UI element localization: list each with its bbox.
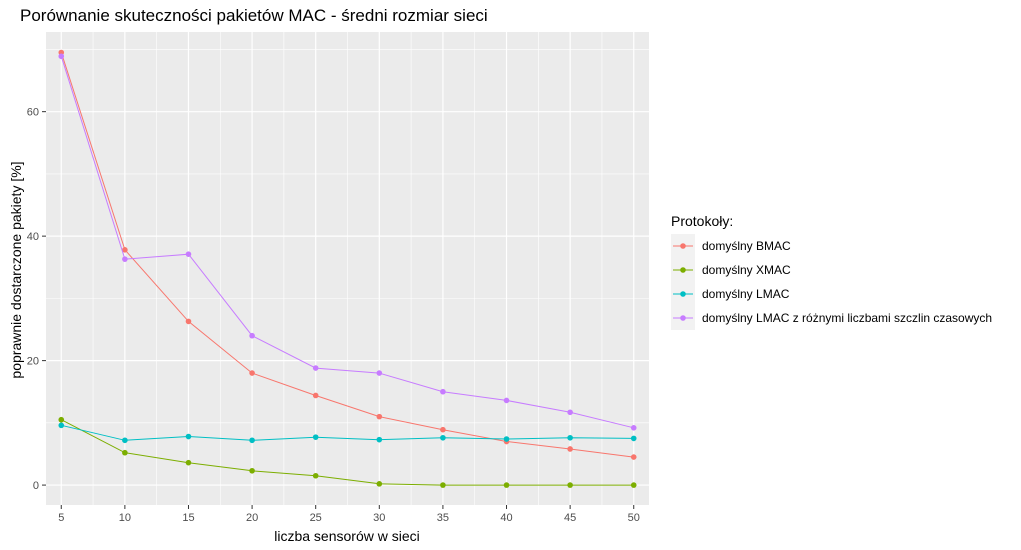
data-point — [58, 416, 65, 423]
x-tick-label: 30 — [373, 512, 385, 524]
plot-panel — [46, 32, 649, 505]
x-tick-label: 50 — [628, 512, 640, 524]
series-line — [60, 56, 634, 429]
legend-label: domyślny LMAC z różnymi liczbami szczlin… — [702, 311, 992, 325]
data-point — [58, 53, 65, 60]
data-point — [249, 467, 255, 474]
x-tick-label: 45 — [564, 512, 576, 524]
legend-key-point — [680, 291, 686, 297]
y-axis-title: poprawnie dostarczone pakiety [%] — [8, 161, 24, 378]
x-axis: 5 10 15 20 25 30 35 40 45 50 — [58, 505, 640, 524]
legend-item: domyślny BMAC — [671, 234, 791, 258]
legend-label: domyślny XMAC — [702, 263, 791, 277]
data-point — [567, 434, 573, 441]
data-point — [122, 247, 128, 253]
data-point — [122, 256, 128, 262]
series-line — [60, 52, 634, 458]
data-point — [440, 482, 446, 488]
data-point — [567, 446, 573, 452]
series-layer — [58, 49, 637, 488]
legend-key-point — [680, 315, 686, 321]
data-point — [185, 318, 192, 325]
data-point — [376, 370, 383, 376]
data-point — [567, 409, 573, 416]
x-tick-label: 40 — [500, 512, 512, 524]
legend-item: domyślny LMAC z różnymi liczbami szczlin… — [671, 306, 992, 330]
x-tick-label: 15 — [182, 512, 194, 524]
legend-item: domyślny XMAC — [671, 258, 791, 282]
data-point — [185, 459, 192, 466]
data-point — [630, 435, 637, 442]
x-tick-label: 10 — [119, 512, 131, 524]
data-point — [630, 482, 637, 488]
legend-key-point — [680, 267, 686, 273]
x-tick-label: 25 — [310, 512, 322, 524]
data-point — [122, 449, 128, 456]
legend-title: Protokoły: — [671, 213, 733, 229]
data-point — [122, 437, 128, 444]
data-point — [376, 413, 383, 420]
data-point — [440, 388, 446, 395]
data-point — [185, 251, 192, 257]
data-point — [567, 482, 573, 488]
data-point — [249, 437, 255, 444]
data-point — [312, 434, 319, 440]
data-point — [376, 436, 383, 443]
series-1 — [58, 49, 637, 460]
y-axis: 0 20 40 60 — [27, 107, 46, 492]
y-tick-label: 60 — [27, 107, 39, 119]
series-4 — [58, 53, 637, 431]
data-point — [503, 482, 510, 488]
legend-key-point — [680, 243, 686, 249]
legend-label: domyślny LMAC — [702, 287, 790, 301]
series-2 — [58, 416, 637, 488]
y-tick-label: 20 — [27, 356, 39, 368]
x-tick-label: 35 — [437, 512, 449, 524]
x-tick-label: 20 — [246, 512, 258, 524]
data-point — [58, 422, 65, 429]
data-point — [249, 370, 255, 376]
data-point — [312, 392, 319, 399]
data-point — [185, 433, 192, 440]
legend: Protokoły: domyślny BMAC domyślny XMAC dom… — [671, 213, 992, 330]
data-point — [312, 472, 319, 479]
x-tick-label: 5 — [58, 512, 64, 524]
data-point — [376, 481, 383, 487]
series-line — [61, 424, 634, 441]
x-axis-title: liczba sensorów w sieci — [274, 528, 420, 544]
data-point — [630, 425, 637, 431]
y-tick-label: 0 — [33, 480, 39, 492]
data-point — [503, 436, 510, 442]
y-tick-label: 40 — [27, 231, 39, 243]
legend-label: domyślny BMAC — [702, 239, 791, 253]
data-point — [440, 426, 446, 433]
data-point — [312, 365, 319, 371]
data-point — [503, 397, 510, 404]
data-point — [249, 332, 255, 339]
series-3 — [58, 422, 637, 444]
chart-title: Porównanie skuteczności pakietów MAC - ś… — [20, 6, 488, 25]
data-point — [440, 434, 446, 441]
legend-item: domyślny LMAC — [671, 282, 790, 306]
series-line — [61, 419, 634, 486]
data-point — [630, 454, 637, 460]
